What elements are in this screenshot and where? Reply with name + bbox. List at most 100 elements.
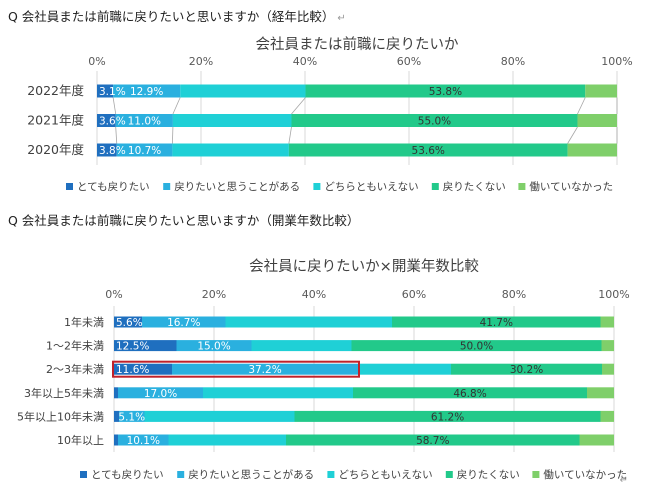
bar-segment <box>114 363 172 375</box>
bar-segment <box>600 316 614 328</box>
x-tick-label: 80% <box>502 288 526 301</box>
bar-segment <box>114 434 118 446</box>
series-connector <box>288 126 292 144</box>
series-connector <box>172 97 181 115</box>
bar-segment <box>119 410 145 422</box>
bar-segment <box>97 84 114 98</box>
data-label: 11.0% <box>128 116 161 128</box>
data-label: 10.1% <box>127 435 160 447</box>
bar-segment <box>288 143 568 157</box>
legend-swatch <box>327 471 335 478</box>
x-tick-label: 40% <box>302 288 326 301</box>
series-connector <box>577 97 586 115</box>
legend-swatch <box>431 183 439 190</box>
category-label: 2022年度 <box>27 83 84 98</box>
x-tick-label: 100% <box>598 288 629 301</box>
data-label: 55.0% <box>418 116 451 128</box>
series-connector <box>115 126 118 144</box>
bar-segment <box>115 114 173 127</box>
category-label: 10年以上 <box>57 433 104 447</box>
data-label: 15.0% <box>197 341 230 353</box>
series-connector <box>567 126 578 144</box>
bar-segment <box>142 316 226 328</box>
x-tick-label: 20% <box>202 288 226 301</box>
bar-segment <box>97 143 117 157</box>
bar-segment <box>602 363 614 375</box>
bar-segment <box>114 387 118 399</box>
legend-label: とても戻りたい <box>91 468 164 481</box>
bar-segment <box>176 340 252 352</box>
data-label: 5.1% <box>118 411 145 423</box>
bar-segment <box>118 434 169 446</box>
bar-segment <box>144 410 295 422</box>
category-label: 1～2年未満 <box>46 339 104 353</box>
legend-swatch <box>518 183 526 190</box>
data-label: 10.7% <box>128 145 161 157</box>
category-label: 2～3年未満 <box>46 362 104 376</box>
legend-label: 戻りたくない <box>457 468 520 481</box>
bar-segment <box>113 84 181 98</box>
category-label: 2020年度 <box>27 142 84 157</box>
chart-title: 会社員または前職に戻りたいか <box>256 36 459 53</box>
legend-swatch <box>66 183 73 190</box>
x-tick-label: 0% <box>88 55 105 68</box>
question-title-1: Q 会社員または前職に戻りたいと思いますか（経年比較） ↵ <box>8 9 346 24</box>
data-label: 46.8% <box>453 388 486 400</box>
data-label: 50.0% <box>460 341 493 353</box>
bar-segment <box>353 387 587 399</box>
chart-title: 会社員に戻りたいか×開業年数比較 <box>249 257 479 275</box>
bar-segment <box>585 84 617 98</box>
data-label: 11.6% <box>116 364 149 376</box>
bar-segment <box>97 114 116 127</box>
data-label: 41.7% <box>480 317 513 329</box>
return-mark: ↵ <box>619 475 628 486</box>
bar-segment <box>172 143 289 157</box>
bar-segment <box>291 114 578 127</box>
legend-label: どちらともいえない <box>338 469 432 481</box>
category-label: 3年以上5年未満 <box>24 386 104 400</box>
question-title-2: Q 会社員または前職に戻りたいと思いますか（開業年数比較） <box>8 213 360 228</box>
highlight-box <box>112 360 360 378</box>
bar-segment <box>579 434 614 446</box>
legend-label: 戻りたいと思うことがある <box>188 468 314 481</box>
bar-segment <box>358 363 451 375</box>
bar-segment <box>286 434 580 446</box>
legend-swatch <box>445 471 453 478</box>
data-label: 3.1% <box>99 86 126 98</box>
bar-segment <box>305 84 586 98</box>
legend-swatch <box>177 471 185 478</box>
bar-segment <box>577 114 617 127</box>
legend-label: 働いていなかった <box>529 180 613 193</box>
bar-segment <box>600 410 614 422</box>
legend-label: 戻りたくない <box>443 180 506 193</box>
bar-segment <box>114 410 119 422</box>
bar-segment <box>225 316 392 328</box>
series-connector <box>172 126 174 144</box>
data-label: 12.9% <box>130 86 163 98</box>
data-label: 53.6% <box>412 145 445 157</box>
bar-segment <box>294 410 601 422</box>
data-label: 5.6% <box>116 317 143 329</box>
legend-label: 働いていなかった <box>543 468 627 481</box>
chart-yearly-comparison: 会社員または前職に戻りたいか 0% 20% 40% 60% 80% 100% 2022年度 20… <box>27 36 633 193</box>
data-label: 3.8% <box>99 145 126 157</box>
legend-swatch <box>532 471 540 478</box>
bar-segment <box>587 387 614 399</box>
bar-segment <box>114 316 142 328</box>
legend-label: とても戻りたい <box>77 180 150 193</box>
bar-segment <box>203 387 353 399</box>
x-tick-label: 100% <box>601 55 632 68</box>
data-label: 58.7% <box>416 435 449 447</box>
category-label: 2021年度 <box>27 113 84 128</box>
legend-swatch <box>313 183 321 190</box>
category-label: 5年以上10年未満 <box>17 409 104 423</box>
legend-swatch <box>80 471 87 478</box>
bar-segment <box>168 434 286 446</box>
data-label: 17.0% <box>144 388 177 400</box>
bar-segment <box>351 340 602 352</box>
data-label: 16.7% <box>167 317 200 329</box>
legend-label: 戻りたいと思うことがある <box>174 180 300 193</box>
series-connector <box>112 97 117 115</box>
bar-segment <box>180 84 306 98</box>
